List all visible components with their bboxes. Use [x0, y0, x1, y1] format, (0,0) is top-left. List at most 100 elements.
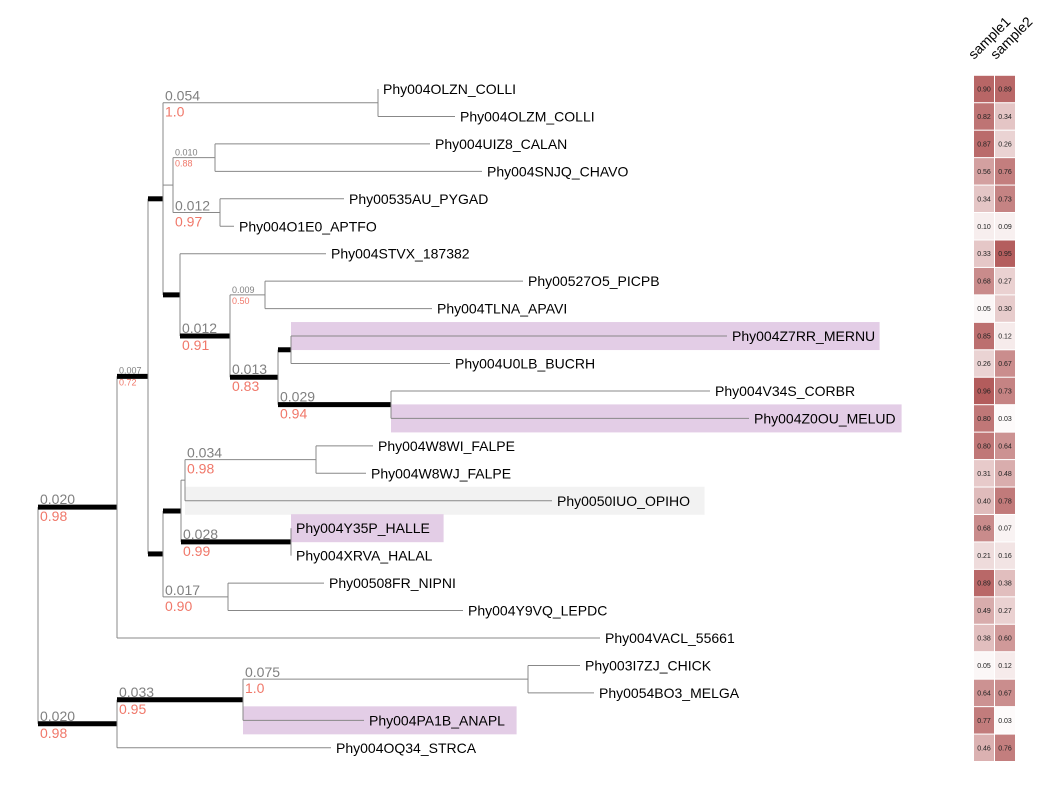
heatmap-value-sample2: 0.76	[998, 169, 1012, 176]
leaf-label[interactable]: Phy004VACL_55661	[605, 630, 735, 646]
heatmap-cell-sample1	[974, 542, 994, 569]
leaf-label[interactable]: Phy004Y9VQ_LEPDC	[468, 603, 607, 619]
leaf-label[interactable]: Phy00527O5_PICPB	[528, 273, 660, 289]
leaf-label[interactable]: Phy00508FR_NIPNI	[329, 575, 456, 591]
leaf-label[interactable]: Phy004STVX_187382	[331, 246, 470, 262]
node-distance-label: 0.012	[182, 320, 217, 336]
node-labels: 0.0200.980.0070.720.0541.00.0100.880.012…	[40, 88, 315, 741]
heatmap-cell-sample2	[995, 569, 1015, 597]
leaf-label[interactable]: Phy004O1E0_APTFO	[239, 218, 377, 234]
leaf-label[interactable]: Phy004TLNA_APAVI	[437, 301, 567, 317]
leaf-label[interactable]: Phy004V34S_CORBR	[715, 383, 855, 399]
node-support-label: 0.95	[119, 701, 146, 717]
heatmap-value-sample2: 0.78	[998, 498, 1012, 505]
heatmap-value-sample1: 0.77	[977, 718, 991, 725]
leaf-label[interactable]: Phy004OLZM_COLLI	[460, 108, 595, 124]
heatmap-value-sample1: 0.21	[977, 553, 991, 560]
heatmap-value-sample1: 0.10	[977, 224, 991, 231]
heatmap-cell-sample1	[974, 597, 994, 624]
heatmap-cell-sample2	[995, 405, 1015, 432]
leaf-label[interactable]: Phy004W8WI_FALPE	[378, 438, 515, 454]
leaf-label[interactable]: Phy004Y35P_HALLE	[296, 520, 430, 536]
leaf-label[interactable]: Phy003I7ZJ_CHICK	[585, 657, 712, 673]
heatmap-cell-sample1	[974, 350, 994, 377]
heatmap-value-sample1: 0.96	[977, 388, 991, 395]
heatmap-value-sample2: 0.67	[998, 690, 1012, 697]
heatmap-cell-sample1	[974, 405, 994, 432]
heatmap-cell-sample1	[974, 515, 994, 542]
heatmap-value-sample2: 0.34	[998, 114, 1012, 121]
heatmap-cell-sample2	[995, 624, 1015, 652]
node-distance-label: 0.012	[175, 198, 210, 214]
leaf-label[interactable]: Phy0054BO3_MELGA	[599, 685, 740, 701]
heatmap-value-sample1: 0.85	[977, 334, 991, 341]
heatmap-value-sample2: 0.38	[998, 581, 1012, 588]
heatmap-cell-sample2	[995, 679, 1015, 707]
heatmap-value-sample2: 0.03	[998, 416, 1012, 423]
heatmap-cell-sample1	[974, 432, 994, 460]
heatmap-cell-sample2	[995, 213, 1015, 240]
heatmap-cell-sample2	[995, 267, 1015, 295]
heatmap-cell-sample2	[995, 597, 1015, 624]
node-distance-label: 0.075	[245, 664, 280, 680]
node-distance-label: 0.029	[280, 389, 315, 405]
heatmap-value-sample2: 0.60	[998, 636, 1012, 643]
heatmap-value-sample1: 0.46	[977, 745, 991, 752]
node-distance-label: 0.010	[175, 148, 198, 158]
heatmap-value-sample2: 0.67	[998, 361, 1012, 368]
leaf-label[interactable]: Phy00535AU_PYGAD	[349, 191, 488, 207]
heatmap-value-sample1: 0.68	[977, 526, 991, 533]
heatmap-value-sample1: 0.90	[977, 87, 991, 94]
leaf-label[interactable]: Phy004U0LB_BUCRH	[455, 356, 595, 372]
heatmap-cell-sample1	[974, 130, 994, 158]
node-support-label: 0.94	[280, 406, 307, 422]
node-support-label: 0.98	[40, 508, 67, 524]
heatmap-value-sample1: 0.26	[977, 361, 991, 368]
heatmap-cell-sample1	[974, 624, 994, 652]
heatmap-cell-sample1	[974, 487, 994, 514]
heatmap-cell-sample2	[995, 487, 1015, 514]
leaf-label[interactable]: Phy004Z0OU_MELUD	[754, 410, 896, 426]
heatmap-cell-sample1	[974, 652, 994, 679]
leaf-label[interactable]: Phy0050IUO_OPIHO	[557, 493, 690, 509]
heatmap-cell-sample2	[995, 158, 1015, 185]
node-distance-label: 0.054	[165, 88, 200, 104]
heatmap-cell-sample2	[995, 515, 1015, 542]
heatmap-cell-sample1	[974, 267, 994, 295]
heatmap-cell-sample1	[974, 158, 994, 185]
heatmap-cell-sample2	[995, 75, 1015, 103]
heatmap-cell-sample1	[974, 213, 994, 240]
heatmap-value-sample2: 0.26	[998, 141, 1012, 148]
heatmap-value-sample2: 0.07	[998, 526, 1012, 533]
node-support-label: 0.90	[165, 598, 192, 614]
leaf-label[interactable]: Phy004W8WJ_FALPE	[371, 465, 511, 481]
heatmap-value-sample2: 0.16	[998, 553, 1012, 560]
heatmap-cell-sample2	[995, 103, 1015, 130]
heatmap: sample1 sample2 0.90 0.890.82 0.340.87 0.26…	[965, 13, 1036, 761]
heatmap-value-sample2: 0.09	[998, 224, 1012, 231]
heatmap-cell-sample2	[995, 130, 1015, 158]
leaf-label[interactable]: Phy004OQ34_STRCA	[336, 740, 477, 756]
heatmap-value-sample2: 0.27	[998, 279, 1012, 286]
node-support-label: 1.0	[165, 104, 185, 120]
heatmap-value-sample1: 0.05	[977, 663, 991, 670]
heatmap-value-sample1: 0.89	[977, 581, 991, 588]
heatmap-value-sample2: 0.03	[998, 718, 1012, 725]
heatmap-value-sample2: 0.73	[998, 388, 1012, 395]
leaf-label[interactable]: Phy004SNJQ_CHAVO	[487, 163, 628, 179]
heatmap-value-sample2: 0.12	[998, 663, 1012, 670]
leaf-label[interactable]: Phy004OLZN_COLLI	[383, 81, 516, 97]
heatmap-value-sample2: 0.64	[998, 443, 1012, 450]
leaf-label[interactable]: Phy004XRVA_HALAL	[296, 548, 433, 564]
leaf-label[interactable]: Phy004PA1B_ANAPL	[369, 712, 505, 728]
heatmap-value-sample2: 0.89	[998, 87, 1012, 94]
node-support-label: 0.50	[232, 296, 250, 306]
heatmap-value-sample2: 0.27	[998, 608, 1012, 615]
heatmap-cell-sample2	[995, 460, 1015, 487]
node-support-label: 0.91	[182, 337, 209, 353]
leaf-label[interactable]: Phy004Z7RR_MERNU	[732, 328, 875, 344]
heatmap-cell-sample1	[974, 460, 994, 487]
heatmap-cell-sample1	[974, 322, 994, 350]
leaf-label[interactable]: Phy004UIZ8_CALAN	[435, 136, 567, 152]
node-distance-label: 0.034	[187, 445, 222, 461]
